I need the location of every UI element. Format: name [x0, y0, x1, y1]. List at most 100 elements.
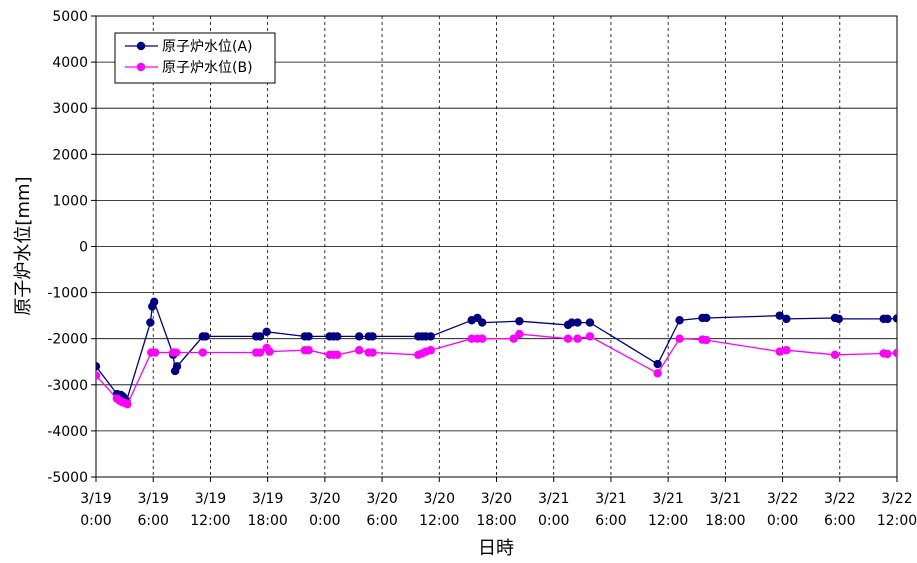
data-point	[563, 334, 573, 343]
x-tick-label-time: 12:00	[877, 513, 917, 529]
y-tick-label: -3000	[47, 378, 88, 394]
x-tick-label-date: 3/22	[881, 491, 912, 507]
series-b	[96, 329, 897, 409]
data-point	[150, 348, 160, 357]
data-point	[830, 350, 840, 360]
x-tick-label-time: 12:00	[190, 513, 230, 529]
data-point	[573, 318, 582, 327]
data-point	[892, 314, 897, 323]
x-tick-label-date: 3/19	[252, 491, 283, 507]
x-tick-label-date: 3/20	[481, 491, 512, 507]
data-point	[146, 318, 155, 327]
y-tick-label: -1000	[47, 286, 88, 302]
data-point	[333, 350, 342, 360]
x-tick-label-time: 6:00	[595, 513, 626, 529]
series-a	[96, 297, 897, 406]
legend-label: 原子炉水位(B)	[162, 60, 253, 76]
x-tick-label-date: 3/22	[767, 491, 798, 507]
legend-marker	[136, 41, 146, 51]
data-point	[333, 332, 342, 341]
x-tick-label-time: 0:00	[767, 513, 798, 529]
data-point	[892, 348, 897, 358]
data-point	[775, 347, 784, 356]
y-tick-label: -5000	[47, 470, 88, 486]
data-point	[426, 346, 435, 355]
data-point	[653, 359, 662, 369]
data-point	[675, 334, 684, 343]
data-point	[515, 316, 524, 326]
x-tick-label-date: 3/21	[538, 491, 569, 507]
data-point	[702, 335, 711, 345]
data-point	[172, 362, 182, 371]
data-point	[96, 371, 101, 380]
data-point	[123, 399, 132, 409]
x-tick-label-time: 18:00	[705, 513, 745, 529]
y-tick-label: 1000	[52, 193, 88, 209]
x-tick-label-time: 12:00	[648, 513, 688, 529]
data-point	[653, 369, 662, 378]
x-tick-label-date: 3/22	[824, 491, 855, 507]
y-tick-label: 2000	[52, 147, 88, 163]
data-point	[265, 347, 274, 356]
data-point	[477, 334, 487, 343]
x-axis-title: 日時	[478, 538, 514, 559]
data-point	[782, 314, 791, 324]
x-tick-label-date: 3/20	[424, 491, 455, 507]
data-point	[255, 332, 265, 341]
x-tick-label-time: 18:00	[247, 513, 287, 529]
series-group	[96, 297, 897, 409]
y-tick-label: 4000	[52, 55, 88, 71]
data-point	[368, 348, 377, 357]
data-point	[775, 311, 784, 320]
x-tick-label-time: 6:00	[824, 513, 855, 529]
data-point	[426, 332, 435, 341]
x-tick-label-date: 3/21	[710, 491, 741, 507]
x-tick-label-time: 6:00	[137, 513, 168, 529]
data-point	[354, 332, 364, 341]
data-point	[515, 329, 524, 339]
x-tick-label-time: 0:00	[80, 513, 111, 529]
data-point	[509, 334, 518, 343]
x-tick-label-date: 3/20	[309, 491, 340, 507]
x-tick-label-date: 3/19	[80, 491, 111, 507]
y-tick-label: 5000	[52, 9, 88, 25]
y-tick-label: 0	[79, 240, 88, 256]
data-point	[96, 362, 101, 371]
y-axis-ticks: 5000 4000 3000 2000 1000 0 -1000 -2000 -3000 -400…	[47, 9, 96, 486]
x-tick-label-time: 18:00	[476, 513, 516, 529]
data-point	[675, 316, 684, 325]
data-point	[782, 346, 791, 355]
legend: 原子炉水位(A) 原子炉水位(B)	[114, 32, 276, 84]
y-tick-label: -2000	[47, 332, 88, 348]
data-point	[354, 346, 364, 355]
data-point	[304, 346, 313, 355]
legend-label: 原子炉水位(A)	[162, 39, 253, 55]
data-point	[201, 332, 210, 341]
x-tick-label-date: 3/19	[137, 491, 168, 507]
x-tick-label-date: 3/21	[652, 491, 683, 507]
y-tick-label: 3000	[52, 101, 88, 117]
x-tick-label-date: 3/19	[195, 491, 226, 507]
data-point	[573, 334, 582, 343]
x-tick-label-date: 3/20	[366, 491, 397, 507]
y-axis-title: 原子炉水位[mm]	[13, 176, 34, 315]
data-point	[585, 332, 595, 341]
legend-marker	[136, 62, 146, 72]
data-point	[368, 332, 377, 341]
x-tick-label-time: 6:00	[366, 513, 397, 529]
x-axis-ticks: 3/19 0:00 3/19 6:00 3/19 12:00 3/19 18:00 3/20 0:…	[80, 477, 917, 529]
data-point	[883, 314, 892, 324]
data-point	[585, 318, 595, 327]
data-point	[171, 348, 181, 357]
data-point	[834, 314, 844, 324]
x-tick-label-time: 0:00	[309, 513, 340, 529]
data-point	[477, 318, 487, 327]
data-point	[262, 327, 271, 336]
data-point	[149, 297, 159, 307]
data-point	[702, 313, 711, 323]
data-point	[255, 348, 265, 357]
data-point	[198, 348, 207, 357]
y-tick-label: -4000	[47, 424, 88, 440]
x-tick-label-date: 3/21	[595, 491, 626, 507]
